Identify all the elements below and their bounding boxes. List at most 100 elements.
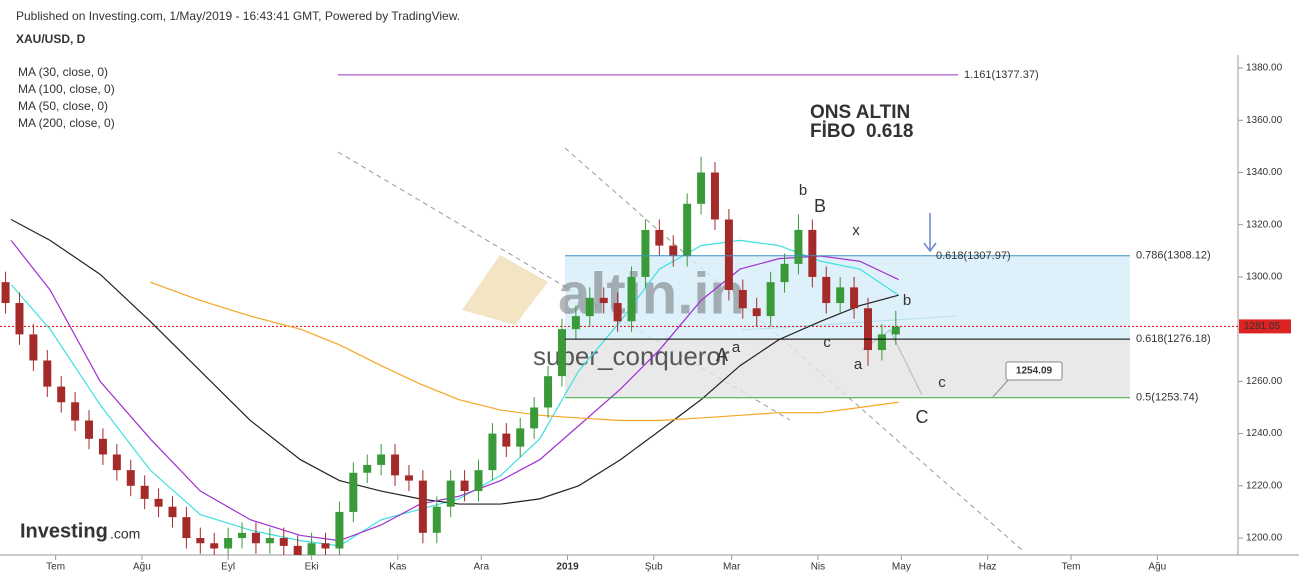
candle-body	[377, 454, 386, 465]
candle-body	[1, 282, 10, 304]
y-tick-label: 1320.00	[1246, 219, 1283, 230]
candle-body	[766, 282, 775, 317]
candle-body	[669, 245, 678, 257]
ma-line	[10, 218, 899, 505]
candle-body	[655, 229, 664, 246]
arrow-head	[923, 242, 937, 253]
candle-body	[168, 506, 177, 518]
candle-body	[780, 263, 789, 283]
candle-body	[307, 543, 316, 555]
x-tick-label: Ağu	[133, 562, 151, 573]
candle-body	[738, 289, 747, 309]
candle-body	[279, 538, 288, 546]
wave-label: B	[814, 196, 826, 216]
x-tick-label: Ağu	[1148, 562, 1166, 573]
wave-label: a	[854, 356, 863, 373]
candle-body	[544, 376, 553, 408]
wave-label: C	[916, 407, 929, 427]
candle-body	[210, 543, 219, 549]
y-tick-label: 1360.00	[1246, 115, 1283, 126]
candle-body	[43, 360, 52, 387]
x-tick-label: Haz	[979, 562, 997, 573]
candle-body	[57, 386, 66, 403]
legend-entry: MA (50, close, 0)	[18, 99, 108, 113]
fib-note: 0.618(1307.97)	[936, 250, 1011, 262]
candle-body	[85, 420, 94, 439]
candle-body	[349, 472, 358, 512]
candle-body	[335, 511, 344, 549]
candle-body	[613, 303, 622, 322]
candle-body	[474, 470, 483, 492]
candle-body	[29, 334, 38, 361]
candle-body	[446, 480, 455, 507]
watermark: altin.in	[558, 261, 745, 326]
logo-shape	[462, 255, 548, 325]
candle-body	[697, 172, 706, 204]
published: Published on Investing.com, 1/May/2019 -…	[16, 9, 460, 23]
wave-label: c	[938, 374, 946, 391]
candle-body	[154, 498, 163, 507]
symbol: XAU/USD, D	[16, 32, 86, 46]
y-tick-label: 1300.00	[1246, 272, 1283, 283]
wave-label: x	[852, 222, 860, 239]
ma-line	[150, 281, 899, 422]
fib-label: 0.5(1253.74)	[1136, 392, 1198, 404]
wave-label: a	[732, 339, 741, 356]
candle-body	[627, 276, 636, 322]
candle-body	[432, 506, 441, 533]
candle-body	[15, 303, 24, 335]
candle-body	[822, 276, 831, 304]
x-tick-label: May	[892, 562, 911, 573]
candle-body	[794, 229, 803, 264]
candle-body	[140, 485, 149, 499]
y-tick-label: 1240.00	[1246, 428, 1283, 439]
candle-body	[808, 229, 817, 277]
candle-body	[752, 308, 761, 317]
logo: .com	[110, 526, 140, 542]
candle-body	[641, 229, 650, 277]
fib-label: 0.786(1308.12)	[1136, 250, 1211, 262]
x-tick-label: Eyl	[221, 562, 235, 573]
x-tick-label: Tem	[1062, 562, 1081, 573]
channel-line	[564, 147, 1023, 551]
x-tick-label: Ara	[474, 562, 490, 573]
y-tick-label: 1260.00	[1246, 376, 1283, 387]
candle-body	[391, 454, 400, 476]
candle-body	[71, 402, 80, 421]
x-tick-label: Kas	[389, 562, 406, 573]
callout-label: 1254.09	[1016, 366, 1053, 377]
candle-body	[710, 172, 719, 220]
candle-body	[238, 532, 247, 539]
candle-body	[251, 532, 260, 544]
logo: Investing	[20, 520, 108, 542]
candle-body	[599, 297, 608, 304]
wave-label: c	[823, 334, 831, 351]
annotation: ONS ALTIN	[810, 102, 910, 123]
candle-body	[585, 297, 594, 317]
candle-body	[196, 538, 205, 544]
candle-body	[863, 308, 872, 351]
y-tick-label: 1220.00	[1246, 480, 1283, 491]
candle-body	[557, 329, 566, 377]
candle-body	[571, 316, 580, 330]
y-tick-label: 1380.00	[1246, 63, 1283, 74]
legend-entry: MA (100, close, 0)	[18, 82, 115, 96]
wave-label: A	[716, 345, 728, 365]
fib-label: 1.161(1377.37)	[964, 69, 1039, 81]
x-tick-label: 2019	[556, 562, 579, 573]
fib-label: 0.618(1276.18)	[1136, 333, 1211, 345]
y-tick-label: 1200.00	[1246, 533, 1283, 544]
channel-line	[337, 151, 791, 421]
candle-body	[265, 538, 274, 544]
candle-body	[182, 517, 191, 539]
candle-body	[516, 428, 525, 447]
callout-pointer	[992, 377, 1011, 398]
annotation: FİBO 0.618	[810, 121, 914, 142]
candle-body	[224, 538, 233, 549]
x-tick-label: Tem	[46, 562, 65, 573]
last-price-box	[1239, 319, 1291, 334]
candle-body	[530, 407, 539, 429]
x-tick-label: Nis	[811, 562, 825, 573]
callout-box	[1005, 361, 1063, 381]
